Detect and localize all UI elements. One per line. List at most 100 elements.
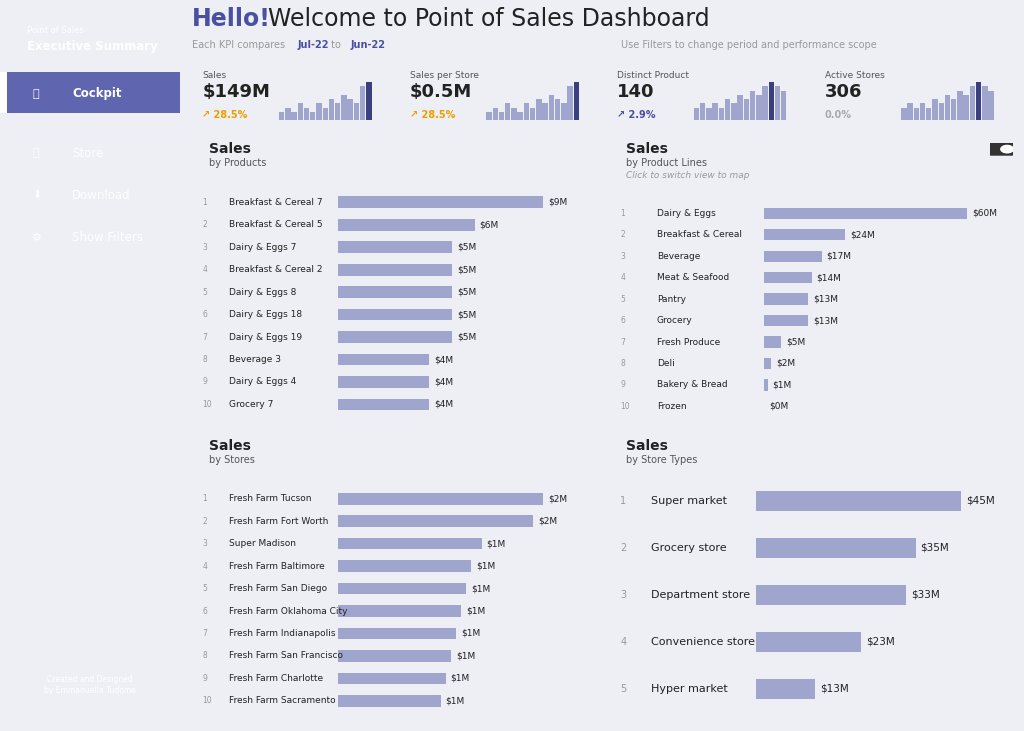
Text: Distinct Product: Distinct Product (617, 71, 689, 80)
Bar (970, 86, 975, 121)
Text: Created and Designed: Created and Designed (47, 675, 133, 684)
Text: Click to switch view to map: Click to switch view to map (627, 171, 750, 180)
Bar (549, 95, 554, 121)
Text: Point of Sales: Point of Sales (27, 26, 84, 34)
Text: $13M: $13M (813, 295, 838, 303)
Bar (347, 99, 353, 121)
Bar (338, 560, 471, 572)
Bar (338, 331, 453, 343)
Bar (338, 628, 456, 640)
Bar (988, 91, 994, 121)
Text: Super Madison: Super Madison (228, 539, 296, 548)
Text: Beverage: Beverage (656, 251, 700, 261)
Text: to: to (328, 40, 344, 50)
Bar (982, 86, 987, 121)
Text: $5M: $5M (457, 243, 476, 251)
Text: ⚙: ⚙ (33, 232, 42, 243)
Text: Sales: Sales (209, 143, 251, 156)
Text: $2M: $2M (538, 517, 557, 526)
Text: Jul-22: Jul-22 (298, 40, 329, 50)
Bar (764, 379, 768, 390)
Text: $4M: $4M (434, 355, 454, 364)
Text: $45M: $45M (966, 496, 994, 506)
Text: $1M: $1M (456, 651, 475, 660)
Text: by Products: by Products (209, 158, 266, 168)
Text: Fresh Farm Baltimore: Fresh Farm Baltimore (228, 561, 325, 571)
Text: $2M: $2M (776, 359, 795, 368)
Bar (764, 251, 822, 262)
Bar (316, 103, 322, 121)
Bar (781, 91, 786, 121)
Text: Fresh Farm Charlotte: Fresh Farm Charlotte (228, 674, 323, 683)
Text: 2: 2 (203, 517, 207, 526)
Bar (486, 112, 492, 121)
Text: 4: 4 (621, 637, 627, 647)
Bar (298, 103, 303, 121)
Text: ↗ 28.5%: ↗ 28.5% (410, 110, 455, 120)
Text: $13M: $13M (820, 683, 849, 694)
Text: 6: 6 (621, 316, 626, 325)
Bar (764, 208, 967, 219)
Text: 1: 1 (621, 496, 627, 506)
Bar (700, 103, 706, 121)
Bar (338, 538, 481, 550)
Text: $35M: $35M (921, 543, 949, 553)
Text: Jun-22: Jun-22 (350, 40, 385, 50)
Bar (338, 264, 453, 276)
Bar (939, 103, 944, 121)
Text: 7: 7 (203, 629, 207, 638)
Bar (573, 82, 579, 121)
Text: Grocery 7: Grocery 7 (228, 400, 273, 409)
Bar (279, 112, 285, 121)
Text: Fresh Farm San Diego: Fresh Farm San Diego (228, 584, 327, 593)
Bar (756, 538, 915, 558)
Text: Deli: Deli (656, 359, 675, 368)
Text: 2: 2 (621, 230, 625, 239)
Text: Grocery store: Grocery store (651, 543, 726, 553)
Text: $1M: $1M (476, 561, 496, 571)
Text: Download: Download (72, 189, 131, 202)
Text: 306: 306 (824, 83, 862, 101)
Text: Sales per Store: Sales per Store (410, 71, 479, 80)
Text: $1M: $1M (486, 539, 506, 548)
Text: $1M: $1M (772, 380, 792, 390)
Text: $33M: $33M (911, 590, 940, 599)
Bar (907, 103, 912, 121)
Bar (338, 695, 440, 707)
Bar (764, 336, 781, 347)
Text: $149M: $149M (203, 83, 270, 101)
Text: $5M: $5M (457, 333, 476, 341)
Bar (530, 107, 536, 121)
Text: 5: 5 (621, 683, 627, 694)
Bar (764, 315, 808, 326)
Bar (901, 107, 906, 121)
Bar (338, 197, 543, 208)
Bar (304, 107, 309, 121)
Text: by Store Types: by Store Types (627, 455, 697, 464)
Bar (951, 99, 956, 121)
Bar (976, 82, 981, 121)
Text: $17M: $17M (826, 251, 852, 261)
Bar (737, 95, 742, 121)
Text: Dairy & Eggs 19: Dairy & Eggs 19 (228, 333, 302, 341)
Text: 4: 4 (621, 273, 626, 282)
Bar (310, 112, 315, 121)
Bar (750, 91, 756, 121)
Bar (338, 605, 461, 617)
Bar (0, 72, 7, 113)
Text: 2: 2 (203, 220, 207, 230)
Text: 7: 7 (621, 338, 626, 346)
Bar (764, 358, 771, 369)
Text: 8: 8 (203, 355, 207, 364)
Text: Fresh Farm Indianapolis: Fresh Farm Indianapolis (228, 629, 335, 638)
Text: 🏬: 🏬 (33, 148, 39, 159)
Bar (353, 103, 359, 121)
Bar (731, 103, 736, 121)
Bar (0, 72, 180, 113)
Bar (329, 99, 334, 121)
Bar (499, 112, 504, 121)
Text: $9M: $9M (548, 198, 567, 207)
Bar (920, 103, 926, 121)
Text: 8: 8 (203, 651, 207, 660)
Text: Fresh Farm Oklahoma City: Fresh Farm Oklahoma City (228, 607, 347, 616)
